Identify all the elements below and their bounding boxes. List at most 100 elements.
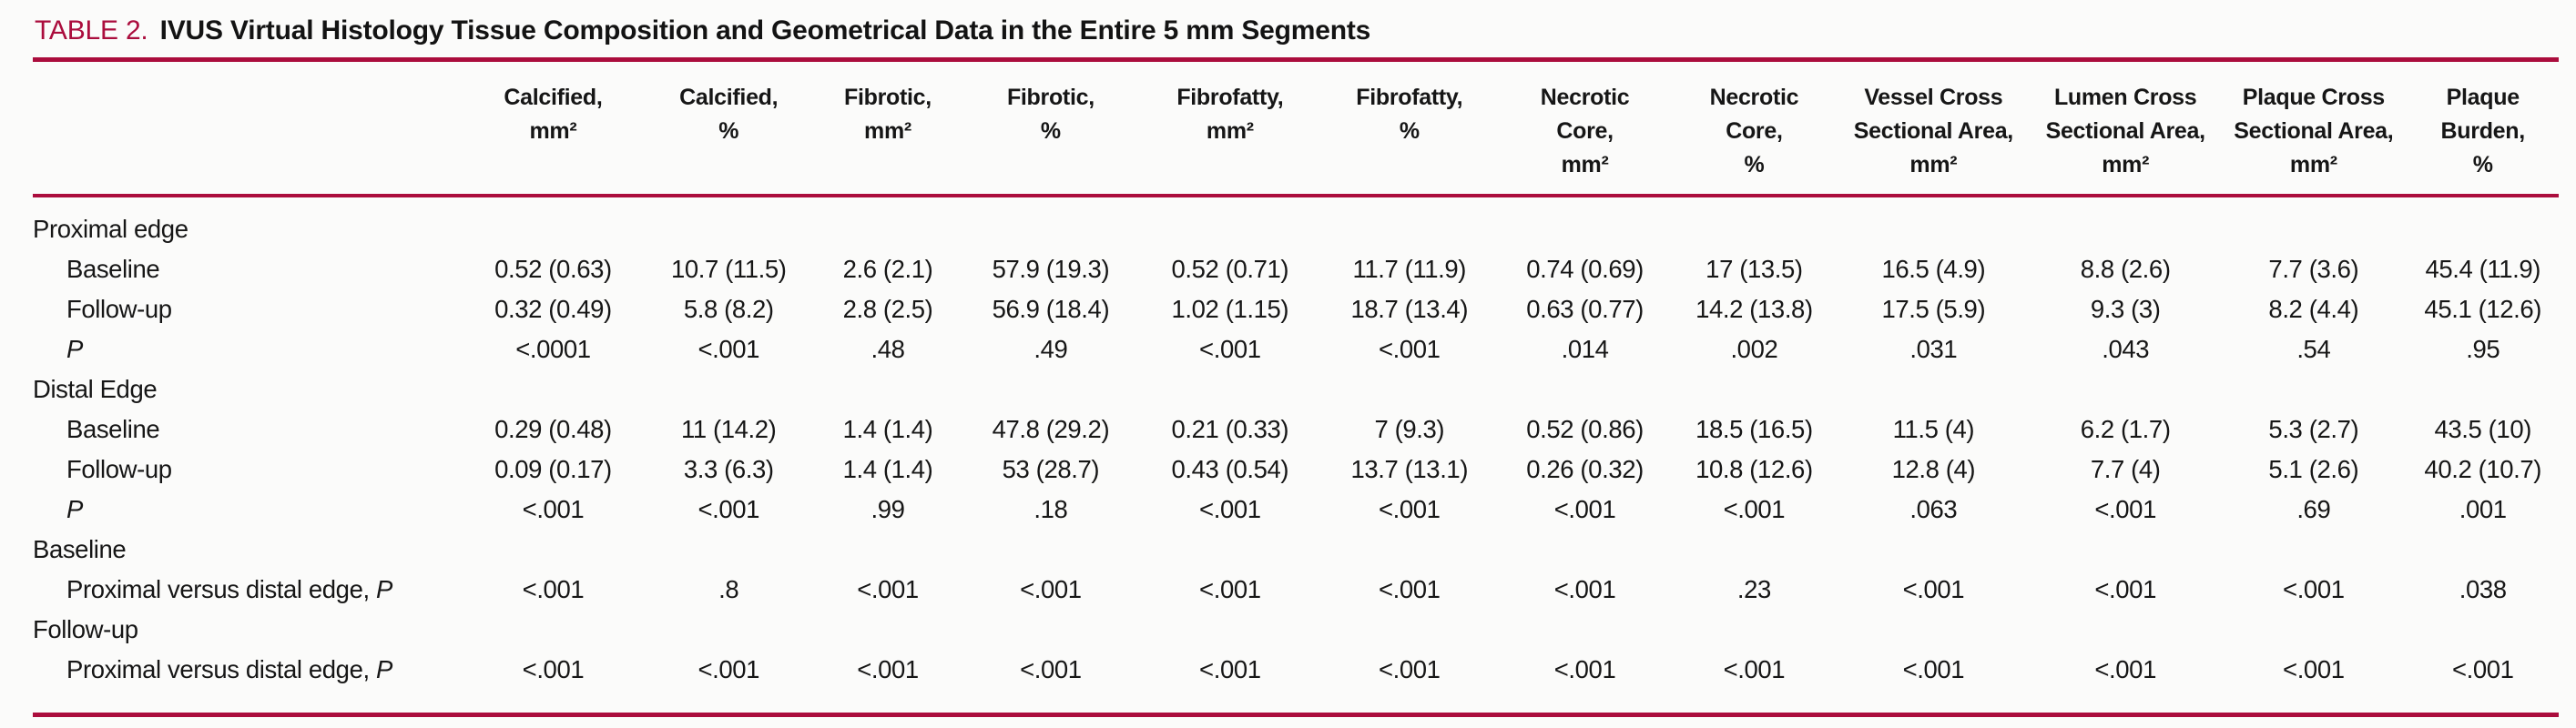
table-cell: .038	[2459, 575, 2507, 603]
table-cell: <.001	[1902, 575, 1965, 603]
table-cell: .8	[718, 575, 739, 603]
table-cell: 5.3 (2.7)	[2268, 415, 2359, 443]
table-cell: <.001	[857, 655, 919, 683]
table-cell	[2031, 530, 2220, 570]
table-cell: 0.32 (0.49)	[494, 295, 612, 323]
table-cell	[2031, 610, 2220, 650]
row-label: Proximal versus distal edge, P	[66, 575, 392, 603]
section-label: Distal Edge	[33, 375, 158, 403]
table-cell: 6.2 (1.7)	[2080, 415, 2171, 443]
table-cell: <.001	[857, 575, 919, 603]
table-cell	[813, 610, 962, 650]
table-cell: 0.63 (0.77)	[1526, 295, 1644, 323]
table-cell: 47.8 (29.2)	[992, 415, 1110, 443]
table-cell	[1672, 196, 1836, 249]
table-cell: <.001	[1020, 655, 1082, 683]
table-cell	[2031, 196, 2220, 249]
table-cell: 16.5 (4.9)	[1881, 255, 1986, 283]
table-cell	[813, 530, 962, 570]
table-cell: <.001	[1020, 575, 1082, 603]
table-cell: <.001	[2283, 575, 2345, 603]
table-cell: <.001	[1553, 495, 1616, 523]
table-cell: <.001	[1378, 495, 1441, 523]
table-cell: <.001	[522, 495, 585, 523]
column-header: Lumen Cross Sectional Area, mm²	[2031, 62, 2221, 197]
table-caption: TABLE 2. IVUS Virtual Histology Tissue Co…	[33, 7, 2559, 57]
table-cell: 18.7 (13.4)	[1350, 295, 1469, 323]
column-header: Calcified, mm²	[462, 62, 645, 197]
table-cell: .043	[2102, 335, 2150, 363]
table-cell: 0.74 (0.69)	[1526, 255, 1644, 283]
table-cell: 7 (9.3)	[1374, 415, 1445, 443]
table-cell: 57.9 (19.3)	[992, 255, 1110, 283]
table-cell: 7.7 (4)	[2090, 455, 2161, 483]
table-cell: <.001	[1378, 575, 1441, 603]
table-cell	[2407, 530, 2559, 570]
table-cell: .49	[1033, 335, 1068, 363]
table-cell: <.001	[1199, 575, 1261, 603]
p-value-symbol: P	[375, 575, 392, 603]
column-header: Fibrotic, mm²	[813, 62, 962, 197]
table-cell	[1672, 369, 1836, 410]
table-row: Baseline	[33, 530, 2559, 570]
table-cell: 1.4 (1.4)	[842, 455, 933, 483]
table-cell: <.001	[1378, 655, 1441, 683]
table-cell: 5.8 (8.2)	[683, 295, 774, 323]
table-cell: 0.09 (0.17)	[494, 455, 612, 483]
table-cell	[962, 196, 1139, 249]
table-cell	[2220, 530, 2407, 570]
table-cell: .014	[1561, 335, 1609, 363]
section-label: Baseline	[33, 535, 127, 563]
table-row: Proximal versus distal edge, P <.001 .8 <.0…	[33, 570, 2559, 610]
table-row: P <.001 <.001 .99 .18 <.001 <.001 <.001 <.001 .06…	[33, 490, 2559, 530]
table-cell: 43.5 (10)	[2434, 415, 2532, 443]
table-cell	[2407, 369, 2559, 410]
p-value-symbol: P	[66, 335, 83, 363]
table-cell: <.001	[1199, 495, 1261, 523]
table-cell: 9.3 (3)	[2090, 295, 2161, 323]
table-cell	[644, 530, 813, 570]
column-header: Plaque Burden,%	[2407, 62, 2559, 197]
table-cell: .23	[1736, 575, 1771, 603]
table-body: Proximal edge Baseline 0.52 (0.63) 10.7 (11…	[33, 196, 2559, 713]
table-cell: <.001	[1199, 655, 1261, 683]
table-cell: .063	[1909, 495, 1958, 523]
table-cell: 40.2 (10.7)	[2424, 455, 2542, 483]
table-cell	[813, 369, 962, 410]
table-cell: 18.5 (16.5)	[1695, 415, 1813, 443]
column-header: Fibrofatty, mm²	[1138, 62, 1321, 197]
table-cell: 0.26 (0.32)	[1526, 455, 1644, 483]
table-cell	[1672, 610, 1836, 650]
table-cell: 11.7 (11.9)	[1352, 255, 1467, 283]
p-value-symbol: P	[375, 655, 392, 683]
table-cell	[2220, 369, 2407, 410]
table-cell: .48	[871, 335, 905, 363]
row-label: Baseline	[66, 255, 160, 283]
table-cell: <.001	[1553, 655, 1616, 683]
table-row: Follow-up 0.32 (0.49) 5.8 (8.2) 2.8 (2.5) 56…	[33, 289, 2559, 329]
row-label: P	[33, 329, 463, 369]
table-cell: 7.7 (3.6)	[2268, 255, 2359, 283]
table-cell: 10.8 (12.6)	[1695, 455, 1813, 483]
bottom-rule	[33, 713, 2559, 717]
table-cell: <.001	[2094, 575, 2156, 603]
table-cell: 12.8 (4)	[1891, 455, 1976, 483]
column-header: Necrotic Core, mm²	[1497, 62, 1673, 197]
table-cell: 17.5 (5.9)	[1881, 295, 1986, 323]
table-cell	[1498, 196, 1672, 249]
table-row: Proximal versus distal edge, P <.001 <.001…	[33, 650, 2559, 713]
table-cell	[644, 610, 813, 650]
table-cell	[2407, 610, 2559, 650]
table-cell: 0.29 (0.48)	[494, 415, 612, 443]
table-cell	[644, 196, 813, 249]
table-cell: <.001	[1723, 495, 1786, 523]
row-label: Baseline	[66, 415, 160, 443]
table-cell: 56.9 (18.4)	[992, 295, 1110, 323]
table-cell: 53 (28.7)	[1002, 455, 1100, 483]
table-cell: <.001	[2283, 655, 2345, 683]
table-title: IVUS Virtual Histology Tissue Compositio…	[159, 15, 1371, 46]
table-cell	[1321, 610, 1498, 650]
table-cell: 8.2 (4.4)	[2268, 295, 2359, 323]
column-header: Calcified,%	[644, 62, 814, 197]
